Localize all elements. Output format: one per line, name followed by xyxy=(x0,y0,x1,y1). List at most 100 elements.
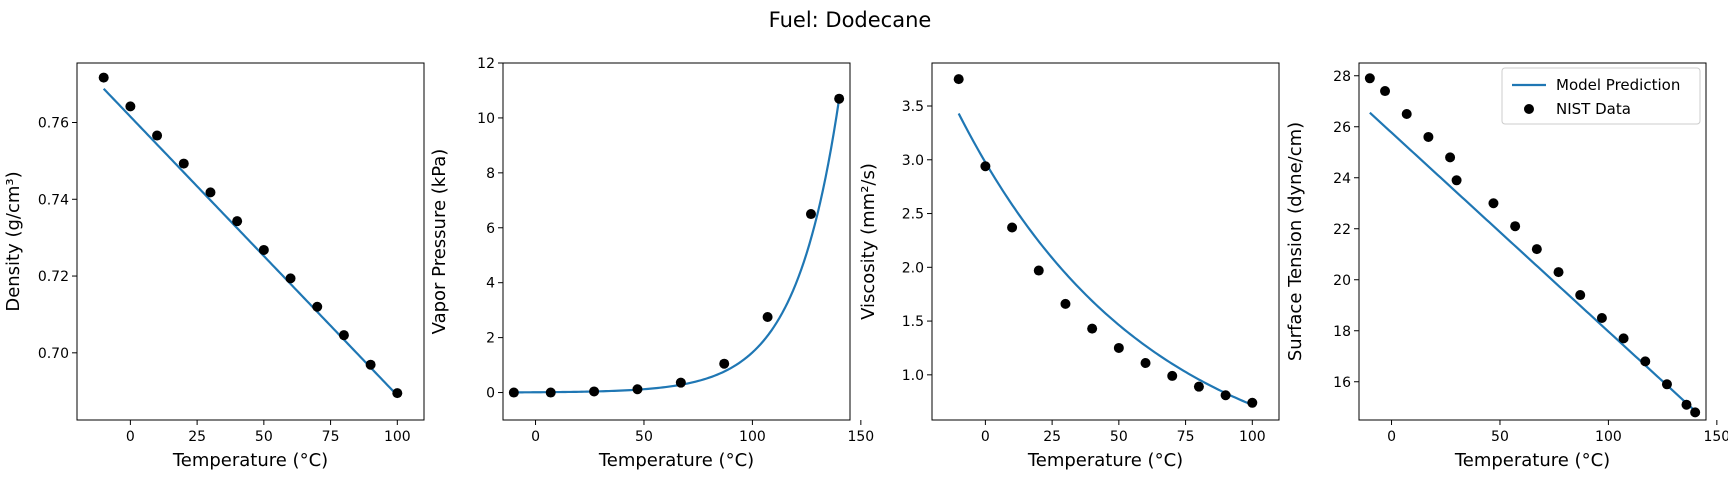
y-tick-label: 2.5 xyxy=(902,207,924,223)
nist-data-point xyxy=(1531,244,1542,255)
nist-data-point xyxy=(1220,390,1231,401)
x-tick-label: 25 xyxy=(188,429,206,445)
x-tick-label: 0 xyxy=(531,429,540,445)
panel-4: 0 50 100 150 16 18 20 22 24 26 28 Temperature (°C) S… xyxy=(1285,62,1728,471)
nist-data-point xyxy=(152,130,163,141)
nist-data-point xyxy=(1640,356,1651,367)
y-tick-label: 16 xyxy=(1333,375,1351,391)
y-tick-label: 22 xyxy=(1333,222,1351,238)
plot-frame xyxy=(1358,62,1707,421)
y-tick-label: 1.5 xyxy=(902,314,924,330)
y-axis-label: Vapor Pressure (kPa) xyxy=(429,149,450,335)
x-tick-label: 100 xyxy=(1595,429,1622,445)
x-tick-label: 50 xyxy=(1110,429,1128,445)
y-tick-label: 3.5 xyxy=(902,99,924,115)
y-tick-label: 0.72 xyxy=(38,269,69,285)
y-tick-label: 8 xyxy=(486,166,495,182)
x-tick-label: 75 xyxy=(1177,429,1195,445)
y-tick-label: 4 xyxy=(486,276,495,292)
y-tick-label: 0.74 xyxy=(38,192,69,208)
nist-data-point xyxy=(365,359,376,370)
y-tick-label: 1.0 xyxy=(902,368,924,384)
nist-data-point xyxy=(1618,333,1629,344)
plot-frame xyxy=(931,62,1280,421)
nist-data-point xyxy=(1247,397,1258,408)
y-tick-label: 10 xyxy=(477,111,495,127)
nist-data-point xyxy=(1140,358,1151,369)
y-tick-label: 3.0 xyxy=(902,153,924,169)
y-tick-label: 2.0 xyxy=(902,260,924,276)
y-axis-label: Density (g/cm³) xyxy=(3,171,24,311)
panel-3: 0 25 50 75 100 1.0 1.5 2.0 2.5 3.0 3.5 Temperature … xyxy=(858,62,1280,471)
nist-data-point xyxy=(953,74,964,85)
nist-data-point xyxy=(1087,323,1098,334)
nist-data-point xyxy=(205,187,216,198)
nist-data-point xyxy=(1113,342,1124,353)
legend-nist-label: NIST Data xyxy=(1556,100,1631,118)
x-tick-label: 150 xyxy=(847,429,874,445)
nist-data-point xyxy=(1033,265,1044,276)
y-tick-label: 2 xyxy=(486,331,495,347)
nist-data-point xyxy=(1661,379,1672,390)
panel-1: 0 25 50 75 100 0.70 0.72 0.74 0.76 Temperature (°… xyxy=(3,62,425,471)
y-axis-label: Surface Tension (dyne/cm) xyxy=(1285,122,1306,361)
legend-model-label: Model Prediction xyxy=(1556,76,1680,94)
plot-frame xyxy=(502,62,851,421)
x-tick-label: 100 xyxy=(739,429,766,445)
nist-data-point xyxy=(1575,290,1586,301)
y-tick-label: 0 xyxy=(486,386,495,402)
nist-data-point xyxy=(1364,73,1375,84)
x-axis-label: Temperature (°C) xyxy=(1027,450,1183,471)
model-prediction-line xyxy=(513,98,841,394)
legend-box xyxy=(1501,67,1701,125)
x-tick-label: 150 xyxy=(1703,429,1728,445)
y-tick-label: 0.70 xyxy=(38,346,69,362)
nist-data-point xyxy=(632,384,643,395)
x-tick-label: 100 xyxy=(384,429,411,445)
nist-data-point xyxy=(392,388,403,399)
y-tick-label: 12 xyxy=(477,56,495,72)
x-tick-label: 25 xyxy=(1043,429,1061,445)
panel-2: 0 50 100 150 0 2 4 6 8 10 12 Temperature (°C) Vapor … xyxy=(429,56,874,471)
x-tick-label: 50 xyxy=(1491,429,1509,445)
nist-data-point xyxy=(508,387,519,398)
nist-data-point xyxy=(285,273,296,284)
x-axis-label: Temperature (°C) xyxy=(598,450,754,471)
nist-data-point xyxy=(762,312,773,323)
nist-data-point xyxy=(232,216,243,227)
nist-data-point xyxy=(545,387,556,398)
y-tick-label: 26 xyxy=(1333,120,1351,136)
x-tick-label: 0 xyxy=(1387,429,1396,445)
x-tick-label: 100 xyxy=(1239,429,1266,445)
nist-data-point xyxy=(1510,221,1521,232)
nist-data-point xyxy=(1445,152,1456,163)
nist-data-point xyxy=(1596,313,1607,323)
nist-data-point xyxy=(1553,267,1564,278)
nist-data-point xyxy=(1193,381,1204,392)
y-axis-label: Viscosity (mm²/s) xyxy=(858,163,879,320)
nist-data-point xyxy=(125,101,136,112)
y-tick-label: 24 xyxy=(1333,171,1351,187)
nist-data-point xyxy=(719,358,730,369)
nist-data-point xyxy=(98,72,109,83)
nist-data-point xyxy=(1423,131,1434,142)
nist-data-point xyxy=(312,301,323,312)
nist-data-point xyxy=(1690,407,1701,418)
model-prediction-line xyxy=(1369,111,1696,412)
nist-data-point xyxy=(980,161,991,172)
y-tick-label: 6 xyxy=(486,221,495,237)
figure-title: Fuel: Dodecane xyxy=(769,8,932,32)
nist-data-point xyxy=(258,244,269,255)
nist-data-point xyxy=(675,377,686,388)
y-tick-label: 0.76 xyxy=(38,116,69,132)
nist-data-point xyxy=(338,330,349,341)
x-tick-label: 0 xyxy=(981,429,990,445)
nist-data-point xyxy=(1060,298,1071,309)
nist-data-point xyxy=(1488,198,1499,209)
x-tick-label: 75 xyxy=(322,429,340,445)
y-tick-label: 20 xyxy=(1333,273,1351,289)
nist-data-point xyxy=(1401,109,1412,119)
x-tick-label: 50 xyxy=(635,429,653,445)
model-prediction-line xyxy=(957,113,1253,406)
